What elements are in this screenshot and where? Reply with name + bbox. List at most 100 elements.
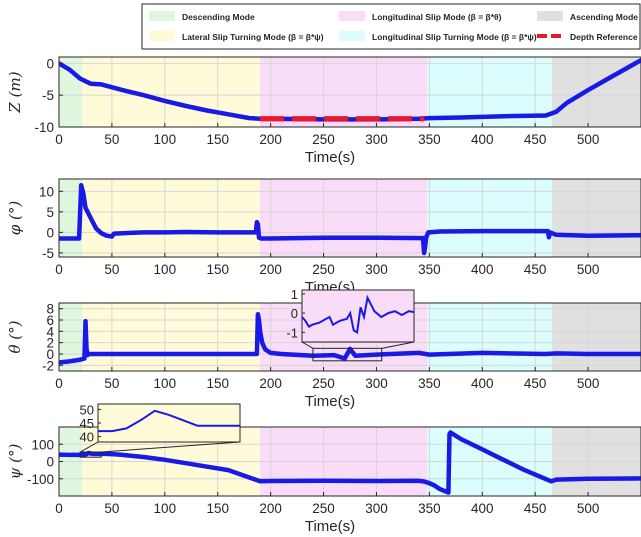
y-tick-label: 6 — [46, 313, 54, 328]
y-tick-label: 4 — [46, 324, 54, 339]
axes-box — [58, 178, 641, 258]
x-tick-label: 250 — [312, 376, 335, 391]
y-tick-label: 0 — [46, 347, 54, 362]
x-tick-label: 450 — [524, 376, 547, 391]
x-tick-label: 100 — [154, 132, 177, 147]
x-tick-label: 200 — [259, 262, 282, 277]
legend-swatch-ascending — [537, 11, 563, 21]
legend-swatch-descending — [149, 11, 175, 21]
x-tick-label: 150 — [206, 132, 229, 147]
x-tick-label: 300 — [365, 501, 388, 516]
inset-y-tick-label: -1 — [286, 325, 298, 340]
legend-label-descending: Descending Mode — [182, 12, 255, 22]
inset-y-tick-label: 50 — [80, 402, 94, 417]
panel-4: 0 50 100 150 200 250 300 350 400 450 5001000-100Ti… — [6, 402, 641, 535]
x-tick-label: 400 — [471, 132, 494, 147]
x-tick-label: 500 — [577, 262, 600, 277]
panel-2: 0 50 100 150 200 250 300 350 400 450 5001050-5Time… — [6, 178, 641, 296]
x-tick-label: 250 — [312, 132, 335, 147]
series-line-4 — [59, 430, 641, 495]
legend-label-ascending: Ascending Mode — [570, 12, 638, 22]
y-tick-label: -2 — [42, 358, 54, 373]
mode-band-longitudinal-slip-mode — [260, 57, 428, 127]
x-tick-label: 150 — [206, 376, 229, 391]
y-tick-label: -5 — [42, 246, 54, 261]
x-tick-label: 400 — [471, 262, 494, 277]
y-axis-label: θ (°) — [6, 320, 24, 353]
y-tick-label: -5 — [42, 88, 54, 103]
y-tick-label: 2 — [46, 336, 54, 351]
legend: Descending Mode Longitudinal Slip Mode (… — [141, 3, 641, 50]
mode-band-lateral-slip-turning-mode — [82, 179, 261, 257]
inset-y-tick-label: 45 — [80, 416, 94, 431]
x-tick-label: 150 — [206, 501, 229, 516]
x-tick-label: 450 — [524, 262, 547, 277]
x-tick-label: 400 — [471, 501, 494, 516]
y-tick-label: 100 — [31, 437, 54, 452]
x-tick-label: 500 — [577, 376, 600, 391]
inset-source-box — [79, 451, 102, 458]
mode-band-longitudinal-slip-mode — [260, 179, 428, 257]
x-tick-label: 450 — [524, 501, 547, 516]
x-tick-label: 250 — [312, 262, 335, 277]
y-tick-label: 0 — [46, 455, 54, 470]
inset-source-box — [312, 347, 383, 362]
x-tick-label: 100 — [154, 262, 177, 277]
x-tick-label: 150 — [206, 262, 229, 277]
legend-label-longitudinal-slip: Longitudinal Slip Mode (β = β*θ) — [372, 12, 502, 22]
x-tick-label: 0 — [55, 501, 63, 516]
y-tick-label: 0 — [46, 56, 54, 71]
x-axis-label: Time(s) — [305, 518, 355, 535]
x-tick-label: 100 — [154, 376, 177, 391]
x-tick-label: 0 — [55, 376, 63, 391]
y-axis-label: Z (m) — [6, 71, 24, 113]
legend-swatch-lateral-slip-turning — [149, 31, 175, 41]
inset-connector — [101, 441, 241, 453]
inset-connector — [79, 441, 99, 453]
legend-label-depth-reference: Depth Reference — [570, 32, 638, 42]
inset-y-tick-label: 40 — [80, 430, 94, 445]
x-tick-label: 500 — [577, 501, 600, 516]
y-tick-label: -100 — [27, 472, 54, 487]
x-tick-label: 300 — [365, 262, 388, 277]
x-tick-label: 350 — [418, 262, 441, 277]
inset-connector — [301, 341, 314, 349]
x-tick-label: 50 — [104, 376, 119, 391]
series-line-2 — [59, 182, 641, 256]
mode-band-longitudinal-slip-turning-mode — [427, 303, 553, 371]
x-axis-label: Time(s) — [305, 393, 355, 410]
x-tick-label: 450 — [524, 132, 547, 147]
x-tick-label: 300 — [365, 132, 388, 147]
legend-swatch-longitudinal-slip-turning — [339, 31, 365, 41]
y-tick-label: 0 — [46, 225, 54, 240]
legend-label-lateral-slip-turning: Lateral Slip Turning Mode (β = β*ψ) — [182, 32, 324, 42]
legend-swatch-longitudinal-slip — [339, 11, 365, 21]
y-axis-label: φ (°) — [6, 201, 24, 236]
inset-box — [97, 403, 241, 443]
x-axis-label: Time(s) — [305, 149, 355, 166]
x-tick-label: 50 — [104, 132, 119, 147]
x-tick-label: 200 — [259, 501, 282, 516]
inset-series-line — [301, 294, 415, 335]
y-tick-label: 8 — [46, 302, 54, 317]
panel-3: 0 50 100 150 200 250 300 350 400 450 50086420-2Tim… — [6, 287, 641, 410]
x-tick-label: 350 — [418, 376, 441, 391]
x-tick-label: 500 — [577, 132, 600, 147]
x-tick-label: 100 — [154, 501, 177, 516]
mode-band-longitudinal-slip-turning-mode — [427, 179, 553, 257]
inset-y-tick-label: 1 — [291, 287, 298, 302]
mode-band-lateral-slip-turning-mode — [82, 303, 261, 371]
y-tick-label: 5 — [46, 205, 54, 220]
mode-band-ascending-mode — [552, 179, 641, 257]
inset-y-tick-label: 0 — [291, 306, 298, 321]
x-tick-label: 250 — [312, 501, 335, 516]
x-tick-label: 200 — [259, 376, 282, 391]
y-axis-label: ψ (°) — [6, 443, 24, 479]
legend-label-longitudinal-slip-turning: Longitudinal Slip Turning Mode (β = β*ψ) — [372, 32, 537, 42]
x-tick-label: 350 — [418, 132, 441, 147]
x-tick-label: 50 — [104, 501, 119, 516]
x-tick-label: 50 — [104, 262, 119, 277]
x-tick-label: 350 — [418, 501, 441, 516]
y-tick-label: -10 — [34, 120, 54, 135]
